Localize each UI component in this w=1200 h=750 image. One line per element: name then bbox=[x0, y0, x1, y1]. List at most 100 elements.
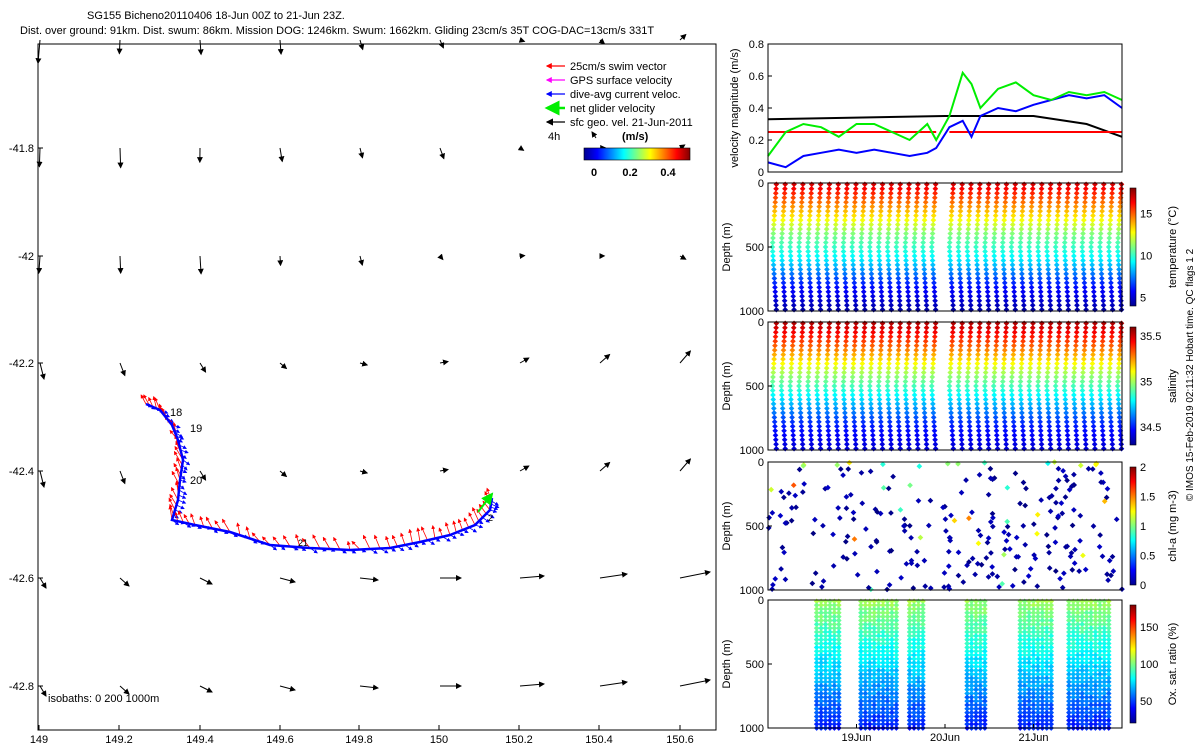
depth-point bbox=[1035, 253, 1042, 259]
depth-point bbox=[1081, 410, 1087, 416]
depth-point bbox=[1035, 235, 1042, 241]
depth-point bbox=[977, 705, 984, 712]
depth-point bbox=[889, 709, 895, 716]
depth-point bbox=[930, 360, 936, 367]
depth-point bbox=[973, 613, 979, 620]
depth-point bbox=[1048, 652, 1055, 658]
depth-point bbox=[1053, 230, 1060, 237]
depth-point bbox=[973, 609, 979, 616]
depth-point bbox=[861, 441, 868, 448]
depth-point bbox=[875, 682, 882, 689]
depth-point bbox=[817, 302, 824, 309]
depth-point bbox=[1037, 414, 1043, 421]
depth-colorbar-tick: 34.5 bbox=[1140, 422, 1161, 434]
depth-point bbox=[1089, 401, 1095, 407]
depth-point bbox=[996, 584, 1002, 590]
depth-point bbox=[813, 656, 820, 662]
depth-point bbox=[1082, 436, 1089, 443]
depth-point bbox=[911, 602, 917, 608]
depth-point bbox=[1010, 280, 1017, 286]
depth-point bbox=[987, 475, 994, 482]
depth-point bbox=[1074, 185, 1080, 192]
geo-velocity-arrow bbox=[279, 470, 288, 478]
depth-point bbox=[818, 709, 824, 716]
depth-point bbox=[886, 280, 893, 286]
depth-point bbox=[1092, 640, 1099, 647]
depth-point bbox=[894, 401, 901, 407]
depth-point bbox=[896, 199, 902, 206]
depth-point bbox=[798, 280, 805, 286]
depth-point bbox=[977, 633, 984, 639]
depth-point bbox=[976, 329, 983, 336]
depth-point bbox=[1116, 266, 1122, 273]
depth-point bbox=[1018, 230, 1024, 237]
depth-point bbox=[915, 609, 922, 616]
swim-vector bbox=[400, 532, 406, 546]
geo-velocity-arrow bbox=[278, 147, 285, 163]
depth-point bbox=[1116, 414, 1123, 421]
depth-point bbox=[1073, 293, 1080, 300]
depth-point bbox=[1009, 583, 1016, 589]
depth-point bbox=[852, 199, 858, 206]
depth-point bbox=[1080, 262, 1087, 268]
depth-point bbox=[896, 338, 902, 345]
depth-point bbox=[818, 606, 824, 612]
depth-point bbox=[858, 621, 864, 628]
depth-point bbox=[889, 629, 895, 635]
depth-point bbox=[1066, 682, 1072, 689]
depth-point bbox=[1039, 606, 1046, 612]
depth-point bbox=[862, 613, 869, 620]
depth-point bbox=[866, 644, 873, 651]
depth-point bbox=[893, 663, 900, 670]
depth-point bbox=[1092, 698, 1099, 704]
depth-point bbox=[1048, 717, 1055, 724]
depth-point bbox=[1072, 414, 1079, 421]
depth-point bbox=[871, 656, 878, 662]
depth-point bbox=[1055, 284, 1061, 291]
depth-point bbox=[1089, 226, 1095, 232]
depth-point bbox=[1019, 414, 1026, 421]
depth-point bbox=[876, 374, 883, 380]
depth-point bbox=[981, 705, 988, 712]
depth-point bbox=[1043, 679, 1050, 685]
depth-point bbox=[862, 445, 868, 452]
depth-point bbox=[806, 351, 813, 358]
depth-point bbox=[1029, 432, 1035, 439]
depth-point bbox=[807, 208, 813, 214]
swim-vector bbox=[222, 518, 231, 533]
depth-point bbox=[911, 652, 917, 658]
depth-point bbox=[1064, 284, 1070, 291]
depth-point bbox=[973, 625, 979, 631]
depth-point bbox=[992, 414, 999, 421]
depth-point bbox=[835, 705, 842, 712]
swim-vector bbox=[391, 534, 398, 547]
depth-point bbox=[768, 486, 775, 493]
depth-point bbox=[1026, 721, 1032, 727]
depth-point bbox=[1011, 338, 1018, 345]
depth-point bbox=[1105, 698, 1112, 704]
depth-point bbox=[1070, 636, 1077, 643]
depth-point bbox=[985, 436, 992, 443]
depth-point bbox=[975, 199, 982, 206]
depth-point bbox=[1099, 280, 1105, 286]
depth-point bbox=[906, 617, 913, 624]
depth-point bbox=[965, 405, 972, 412]
depth-point bbox=[915, 621, 922, 628]
swim-vector bbox=[169, 493, 177, 506]
depth-point bbox=[1080, 257, 1086, 264]
depth-colorbar-tick: 100 bbox=[1140, 659, 1158, 671]
depth-point bbox=[1039, 636, 1046, 643]
depth-point bbox=[889, 663, 895, 670]
depth-point bbox=[889, 659, 895, 666]
depth-point bbox=[1026, 609, 1032, 616]
depth-point bbox=[1099, 423, 1106, 430]
depth-point bbox=[1083, 613, 1090, 620]
depth-point bbox=[1092, 675, 1099, 681]
depth-point bbox=[992, 405, 998, 412]
map-x-tick-label: 149.4 bbox=[186, 734, 214, 746]
depth-point bbox=[813, 709, 820, 716]
depth-point bbox=[920, 656, 926, 662]
depth-point bbox=[964, 621, 970, 628]
depth-point bbox=[983, 217, 990, 223]
depth-point bbox=[1073, 342, 1079, 349]
